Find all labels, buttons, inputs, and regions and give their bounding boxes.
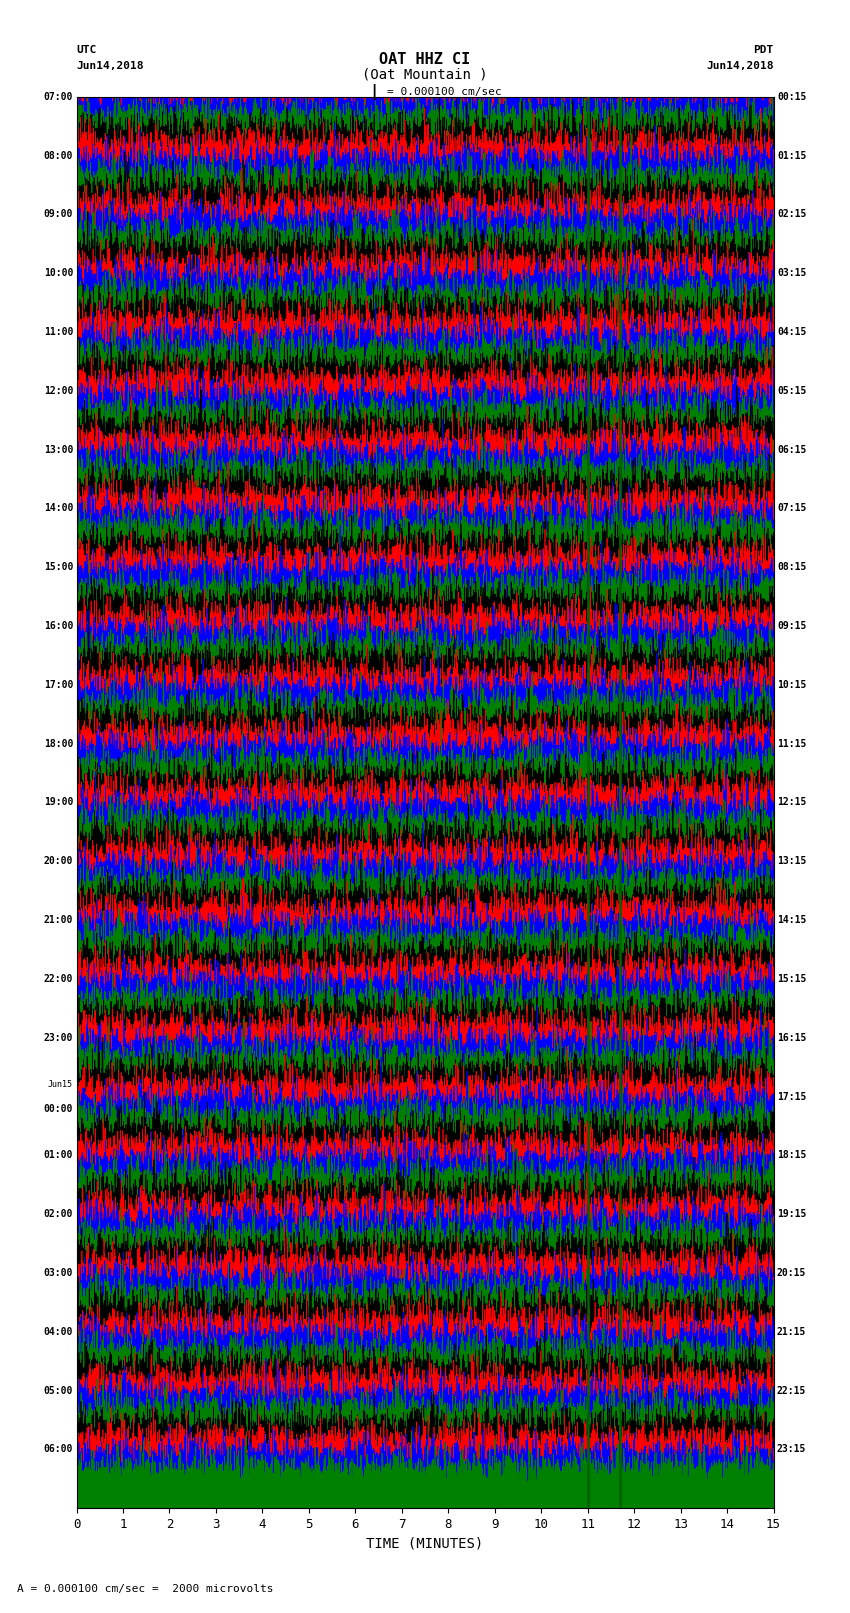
Text: 12:00: 12:00 bbox=[43, 386, 73, 395]
Text: 22:15: 22:15 bbox=[777, 1386, 807, 1395]
Text: |: | bbox=[370, 84, 378, 100]
Text: 02:15: 02:15 bbox=[777, 210, 807, 219]
Text: OAT HHZ CI: OAT HHZ CI bbox=[379, 52, 471, 66]
Text: 04:00: 04:00 bbox=[43, 1327, 73, 1337]
X-axis label: TIME (MINUTES): TIME (MINUTES) bbox=[366, 1537, 484, 1550]
Text: Jun14,2018: Jun14,2018 bbox=[76, 61, 144, 71]
Text: 02:00: 02:00 bbox=[43, 1210, 73, 1219]
Text: A = 0.000100 cm/sec =  2000 microvolts: A = 0.000100 cm/sec = 2000 microvolts bbox=[17, 1584, 274, 1594]
Text: 01:15: 01:15 bbox=[777, 150, 807, 161]
Text: 16:00: 16:00 bbox=[43, 621, 73, 631]
Text: 00:00: 00:00 bbox=[43, 1103, 73, 1113]
Text: 03:15: 03:15 bbox=[777, 268, 807, 277]
Text: 00:15: 00:15 bbox=[777, 92, 807, 102]
Text: 21:00: 21:00 bbox=[43, 915, 73, 926]
Text: 15:15: 15:15 bbox=[777, 974, 807, 984]
Text: 14:15: 14:15 bbox=[777, 915, 807, 926]
Text: 10:00: 10:00 bbox=[43, 268, 73, 277]
Text: 01:00: 01:00 bbox=[43, 1150, 73, 1160]
Text: 04:15: 04:15 bbox=[777, 327, 807, 337]
Text: 09:00: 09:00 bbox=[43, 210, 73, 219]
Text: 21:15: 21:15 bbox=[777, 1327, 807, 1337]
Text: 14:00: 14:00 bbox=[43, 503, 73, 513]
Text: 19:00: 19:00 bbox=[43, 797, 73, 808]
Text: 11:15: 11:15 bbox=[777, 739, 807, 748]
Text: 10:15: 10:15 bbox=[777, 679, 807, 690]
Text: 12:15: 12:15 bbox=[777, 797, 807, 808]
Text: 13:00: 13:00 bbox=[43, 445, 73, 455]
Text: 03:00: 03:00 bbox=[43, 1268, 73, 1277]
Text: 08:00: 08:00 bbox=[43, 150, 73, 161]
Text: 20:15: 20:15 bbox=[777, 1268, 807, 1277]
Text: 05:15: 05:15 bbox=[777, 386, 807, 395]
Text: 20:00: 20:00 bbox=[43, 857, 73, 866]
Text: PDT: PDT bbox=[753, 45, 774, 55]
Text: 11:00: 11:00 bbox=[43, 327, 73, 337]
Text: 06:15: 06:15 bbox=[777, 445, 807, 455]
Text: 23:00: 23:00 bbox=[43, 1032, 73, 1042]
Text: 07:15: 07:15 bbox=[777, 503, 807, 513]
Text: 23:15: 23:15 bbox=[777, 1444, 807, 1455]
Text: 09:15: 09:15 bbox=[777, 621, 807, 631]
Text: 16:15: 16:15 bbox=[777, 1032, 807, 1042]
Text: Jun14,2018: Jun14,2018 bbox=[706, 61, 774, 71]
Text: 08:15: 08:15 bbox=[777, 563, 807, 573]
Text: 17:00: 17:00 bbox=[43, 679, 73, 690]
Text: 13:15: 13:15 bbox=[777, 857, 807, 866]
Text: 17:15: 17:15 bbox=[777, 1092, 807, 1102]
Text: (Oat Mountain ): (Oat Mountain ) bbox=[362, 68, 488, 82]
Text: 18:15: 18:15 bbox=[777, 1150, 807, 1160]
Text: 22:00: 22:00 bbox=[43, 974, 73, 984]
Text: 05:00: 05:00 bbox=[43, 1386, 73, 1395]
Text: UTC: UTC bbox=[76, 45, 97, 55]
Text: 07:00: 07:00 bbox=[43, 92, 73, 102]
Text: 19:15: 19:15 bbox=[777, 1210, 807, 1219]
Text: Jun15: Jun15 bbox=[48, 1081, 73, 1089]
Text: 18:00: 18:00 bbox=[43, 739, 73, 748]
Text: 06:00: 06:00 bbox=[43, 1444, 73, 1455]
Text: 15:00: 15:00 bbox=[43, 563, 73, 573]
Text: = 0.000100 cm/sec: = 0.000100 cm/sec bbox=[387, 87, 501, 97]
